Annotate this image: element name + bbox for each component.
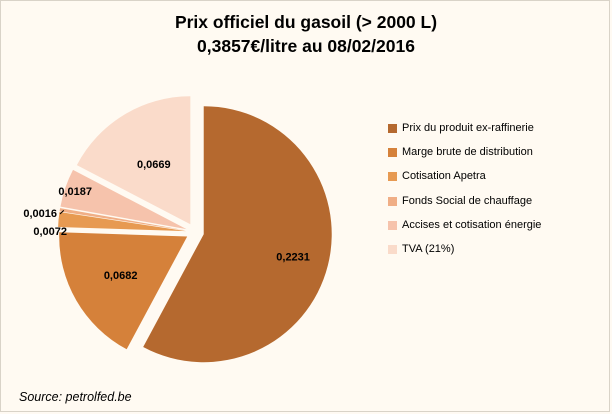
data-label-5: 0,0187	[58, 186, 92, 198]
pie-slice-4	[59, 208, 187, 231]
legend-item: Accises et cotisation énergie	[388, 218, 608, 242]
legend-item: Marge brute de distribution	[388, 145, 608, 169]
data-label-3: 0,0072	[33, 226, 67, 238]
data-label-6: 0,0669	[137, 159, 171, 171]
pie-slice-3	[58, 212, 187, 232]
legend-label: Cotisation Apetra	[402, 170, 486, 183]
pie-slice-5	[60, 169, 187, 230]
legend-swatch	[388, 220, 397, 230]
legend-item: Fonds Social de chauffage	[388, 194, 608, 218]
legend-label: Prix du produit ex-raffinerie	[402, 122, 534, 134]
legend-label: TVA (21%)	[402, 242, 455, 255]
pie-slices	[58, 96, 332, 363]
data-label-2: 0,0682	[104, 270, 138, 282]
chart-title: Prix officiel du gasoil (> 2000 L)	[174, 12, 438, 32]
legend-item: Prix du produit ex-raffinerie	[388, 121, 608, 145]
data-label-1: 0,2231	[276, 252, 310, 264]
leader-line	[59, 210, 65, 215]
pie-slice-2	[59, 232, 188, 350]
legend-swatch	[388, 244, 397, 254]
pie-slice-6	[76, 96, 191, 225]
leader-lines	[59, 210, 65, 215]
chart-subtitle: 0,3857€/litre au 08/02/2016	[197, 36, 415, 56]
legend-item: TVA (21%)	[388, 242, 608, 266]
legend-swatch	[388, 172, 397, 182]
legend-label: Marge brute de distribution	[402, 146, 533, 159]
legend: Prix du produit ex-raffinerie Marge brute…	[388, 121, 608, 266]
legend-label: Accises et cotisation énergie	[402, 218, 542, 231]
data-label-4: 0,0016	[23, 208, 57, 220]
legend-swatch	[388, 124, 397, 133]
legend-swatch	[388, 196, 397, 206]
pie-slice-1	[143, 106, 332, 363]
legend-item: Cotisation Apetra	[388, 169, 608, 193]
source-note: Source: petrolfed.be	[19, 390, 132, 404]
legend-swatch	[388, 148, 397, 158]
legend-label: Fonds Social de chauffage	[402, 194, 533, 207]
